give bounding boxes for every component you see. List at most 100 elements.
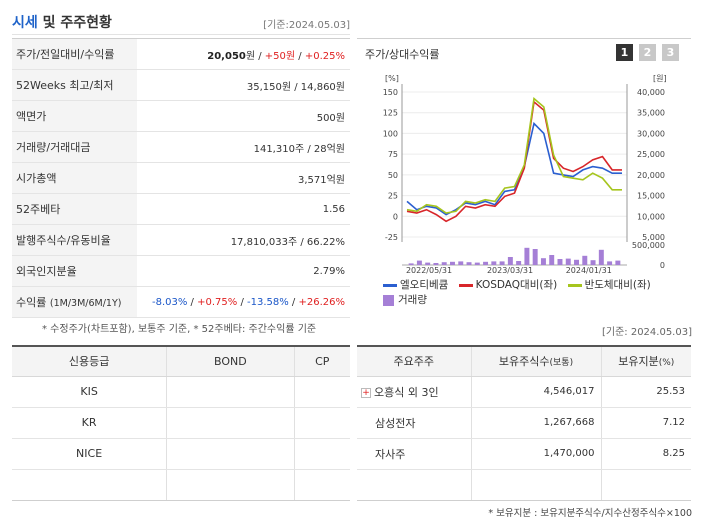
credit-rating-table: 신용등급 BOND CP KIS KR NICE	[12, 345, 350, 501]
title-rest: 및 주주현황	[37, 15, 112, 31]
returns-label: 수익률 (1M/3M/6M/1Y)	[12, 286, 137, 318]
row-value: 500원	[316, 112, 345, 124]
pct-cell	[600, 469, 691, 501]
table-row: + 오흥식 외 3인 4,546,017 25.53	[357, 376, 691, 408]
table-row: 액면가 500원	[12, 100, 350, 132]
volume-bar	[458, 261, 464, 265]
volume-tick-label: 500,000	[632, 241, 665, 250]
price-suffix: 원 /	[245, 50, 265, 62]
volume-bar	[416, 260, 422, 265]
table-row: KR	[12, 407, 350, 439]
table-row: NICE	[12, 438, 350, 470]
chart-legend: 엘오티베큠 KOSDAQ대비(좌) 반도체대비(좌) 거래량	[383, 277, 683, 311]
column-header: CP	[293, 346, 350, 377]
row-label: 52Weeks 최고/최저	[12, 69, 137, 101]
section-title: 시세 및 주주현황	[12, 12, 112, 32]
row-value: 141,310주 / 28억원	[253, 143, 345, 155]
header-unit: (보통)	[549, 358, 574, 369]
volume-bar	[425, 262, 431, 265]
table-row: KIS	[12, 376, 350, 408]
table-row: 자사주 1,470,000 8.25	[357, 438, 691, 470]
table-row: 외국인지분율 2.79%	[12, 255, 350, 287]
reference-date-2: [기준: 2024.05.03]	[601, 327, 692, 338]
chart-page-3-button[interactable]: 3	[662, 44, 679, 61]
pct-cell: 25.53	[600, 376, 691, 408]
agency-cell	[12, 469, 167, 501]
row-label: 외국인지분율	[12, 255, 137, 287]
major-shareholders-table: 주요주주 보유주식수(보통) 보유지분(%) + 오흥식 외 3인 4,546,0…	[357, 345, 691, 501]
chart-page-1-button[interactable]: 1	[616, 44, 633, 61]
volume-tick-label: 0	[660, 261, 665, 270]
chart-page-2-button[interactable]: 2	[639, 44, 656, 61]
price-note: * 수정주가(차트포함), 보통주 기준, * 52주베타: 주간수익률 기준	[42, 324, 317, 335]
left-tick-label: 0	[393, 212, 398, 221]
left-tick-label: -25	[385, 233, 398, 242]
row-label: 거래량/거래대금	[12, 131, 137, 163]
left-axis-unit: [%]	[385, 74, 399, 83]
row-value: 1.56	[322, 203, 345, 215]
shares-cell	[470, 469, 601, 501]
volume-bar	[607, 261, 613, 265]
table-row: 52주베타 1.56	[12, 193, 350, 225]
legend-label: KOSDAQ대비(좌)	[475, 279, 558, 291]
bond-cell	[166, 469, 294, 501]
volume-bar	[516, 261, 522, 265]
row-value: 3,571억원	[297, 174, 345, 186]
holder-name-cell: 자사주	[357, 438, 471, 470]
table-row: 삼성전자 1,267,668 7.12	[357, 407, 691, 439]
volume-bar	[491, 261, 497, 265]
shares-cell: 4,546,017	[470, 376, 601, 408]
x-tick-label: 2022/05/31	[406, 266, 452, 275]
holders-note: * 보유지분 : 보유지분주식수/지수산정주식수×100	[488, 508, 692, 519]
legend-line-blue	[383, 284, 397, 287]
return-1m: -8.03%	[151, 296, 188, 308]
row-value: 2.79%	[313, 265, 345, 277]
title-main: 시세	[12, 15, 38, 31]
right-tick-label: 40,000	[637, 88, 665, 97]
bond-cell	[166, 407, 294, 439]
right-tick-label: 30,000	[637, 129, 665, 138]
volume-bar	[565, 258, 571, 265]
table-row: 시가총액 3,571억원	[12, 162, 350, 194]
left-tick-label: 75	[388, 150, 398, 159]
right-tick-label: 35,000	[637, 109, 665, 118]
volume-bar	[474, 262, 480, 265]
price-table: 주가/전일대비/수익률 20,050원 / +50원 / +0.25% 52We…	[12, 38, 350, 318]
volume-bar	[483, 261, 489, 265]
header-text: 보유지분	[618, 355, 659, 369]
header-text: 보유주식수	[498, 355, 550, 369]
price-value: 20,050원 / +50원 / +0.25%	[137, 39, 350, 70]
row-label: 시가총액	[12, 162, 137, 194]
table-row: 거래량/거래대금 141,310주 / 28억원	[12, 131, 350, 163]
right-tick-label: 25,000	[637, 150, 665, 159]
returns-label-sub: (1M/3M/6M/1Y)	[49, 298, 122, 309]
pct-cell: 8.25	[600, 438, 691, 470]
row-label: 주가/전일대비/수익률	[12, 38, 137, 70]
volume-bar	[582, 255, 588, 265]
holder-name-cell: 삼성전자	[357, 407, 471, 439]
pct-cell: 7.12	[600, 407, 691, 439]
legend-label: 거래량	[398, 294, 427, 306]
return-1y: +26.26%	[298, 296, 345, 308]
returns-label-main: 수익률	[16, 296, 47, 309]
row-label: 발행주식수/유동비율	[12, 224, 137, 256]
left-tick-label: 50	[388, 171, 398, 180]
left-tick-label: 125	[383, 109, 398, 118]
chart-pager: 1 2 3	[616, 44, 679, 61]
volume-bar	[441, 262, 447, 265]
table-row: 수익률 (1M/3M/6M/1Y) -8.03% / +0.75% / -13.…	[12, 286, 350, 318]
return-3m: +0.75%	[197, 296, 238, 308]
header-unit: (%)	[658, 358, 675, 369]
cp-cell	[293, 407, 350, 439]
series-line-3	[406, 97, 622, 214]
x-tick-label: 2024/01/31	[566, 266, 612, 275]
expand-plus-icon[interactable]: +	[361, 387, 371, 398]
series-line-2	[406, 100, 622, 223]
volume-bar	[433, 263, 439, 265]
agency-cell: KR	[12, 407, 167, 439]
row-value: 17,810,033주 / 66.22%	[230, 236, 345, 248]
holder-name[interactable]: 오흥식 외 3인	[374, 385, 439, 399]
separator: /	[295, 50, 305, 62]
volume-bar	[507, 257, 513, 265]
row-value: 35,150원 / 14,860원	[246, 81, 345, 93]
